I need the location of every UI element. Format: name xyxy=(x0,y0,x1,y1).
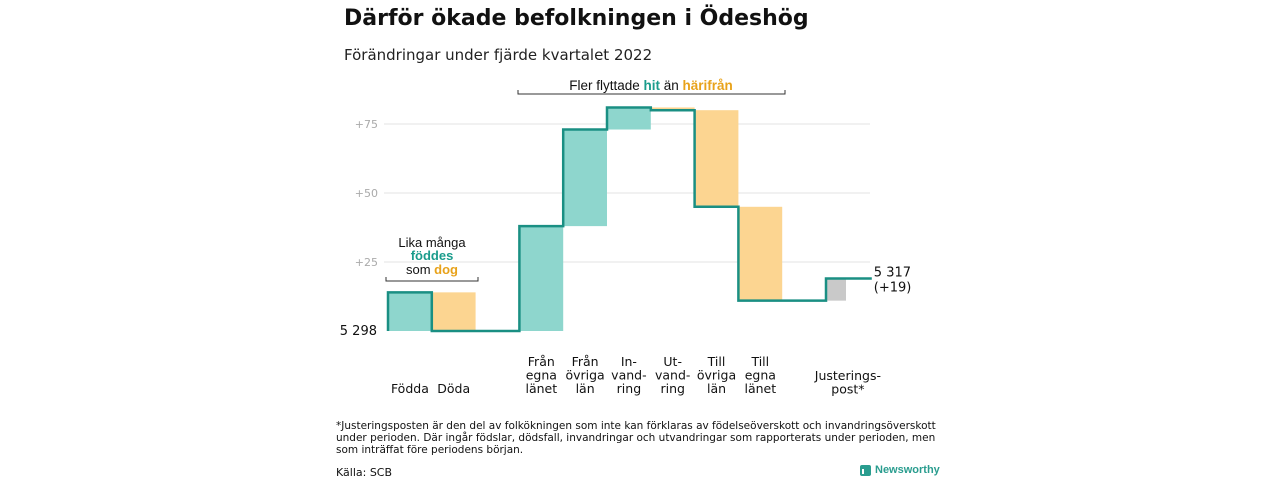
category-label-line: egna xyxy=(745,368,776,383)
migration-hit: hit xyxy=(643,78,660,93)
category-label-line: egna xyxy=(526,368,557,383)
newsworthy-logo: Newsworthy xyxy=(860,464,940,476)
end-change-label: (+19) xyxy=(874,281,912,296)
migration-pre: Fler flyttade xyxy=(569,78,643,93)
category-label-line: län xyxy=(576,381,595,396)
cumulative-step-line xyxy=(386,106,872,333)
category-label-line: Döda xyxy=(437,381,470,396)
category-label: Från övriga län xyxy=(565,354,604,396)
category-label-line: Födda xyxy=(391,381,429,396)
category-label-line: Till xyxy=(750,354,769,369)
category-label-line: Från xyxy=(528,354,555,369)
bar-loss xyxy=(738,206,783,301)
bar-adjust xyxy=(826,278,846,301)
category-label: Döda xyxy=(437,381,470,396)
category-label-line: länet xyxy=(744,381,776,396)
chart-subtitle: Förändringar under fjärde kvartalet 2022 xyxy=(344,46,653,64)
births-annotation-died: dog xyxy=(434,262,458,277)
category-label-line: övriga xyxy=(565,368,604,383)
category-label-line: län xyxy=(707,381,726,396)
category-label-line: övriga xyxy=(697,368,736,383)
category-label-line: vand- xyxy=(655,368,690,383)
births-annotation-born: föddes xyxy=(411,248,454,263)
source: Källa: SCB xyxy=(336,466,393,479)
category-label-line: Till xyxy=(707,354,726,369)
logo-text: Newsworthy xyxy=(875,464,940,476)
category-label-line: post* xyxy=(831,382,864,397)
migration-harifran: härifrån xyxy=(683,78,733,93)
births-bracket xyxy=(385,277,479,282)
category-label: Till övriga län xyxy=(697,354,736,396)
births-annotation-line3: som dog xyxy=(406,262,458,277)
births-annotation-som: som xyxy=(406,262,434,277)
bar-gain xyxy=(388,292,432,331)
y-tick-label: +75 xyxy=(355,118,378,131)
category-label-line: ring xyxy=(617,381,641,396)
bar-gain xyxy=(563,129,607,227)
births-annotation-line1: Lika många xyxy=(398,235,466,250)
chart-title: Därför ökade befolkningen i Ödeshög xyxy=(344,6,809,31)
footnote: *Justeringsposten är den del av folkökni… xyxy=(336,420,936,456)
category-label: Justerings-post* xyxy=(814,368,881,397)
category-label: Ut-vand-ring xyxy=(655,354,690,396)
bars xyxy=(388,107,846,331)
bar-loss xyxy=(431,292,476,331)
y-tick-label: +25 xyxy=(355,256,378,269)
category-label-line: vand- xyxy=(611,368,646,383)
category-label: In-vand-ring xyxy=(611,354,646,396)
category-label-line: Justerings- xyxy=(814,368,881,383)
bar-gain xyxy=(607,107,651,130)
bar-gain xyxy=(519,226,564,331)
y-tick-label: +50 xyxy=(355,187,378,200)
gridlines: +25 +50 +75 xyxy=(355,118,870,269)
bar-loss xyxy=(650,107,695,111)
category-label: Från egna länet xyxy=(525,354,557,396)
category-label-line: In- xyxy=(621,354,637,369)
bar-loss xyxy=(694,110,739,207)
migration-mid: än xyxy=(660,78,683,93)
category-label-line: ring xyxy=(660,381,684,396)
category-label-line: Från xyxy=(572,354,599,369)
newsworthy-logo-icon xyxy=(860,464,871,476)
migration-annotation: Fler flyttade hit än härifrån xyxy=(569,78,733,93)
category-label: Födda xyxy=(391,381,429,396)
base-value-label: 5 298 xyxy=(340,324,377,339)
category-label-line: Ut- xyxy=(663,354,682,369)
category-label-line: länet xyxy=(525,381,557,396)
end-value-label: 5 317 xyxy=(874,266,911,281)
category-label: Till egna länet xyxy=(744,354,776,396)
migration-bracket xyxy=(517,90,786,95)
